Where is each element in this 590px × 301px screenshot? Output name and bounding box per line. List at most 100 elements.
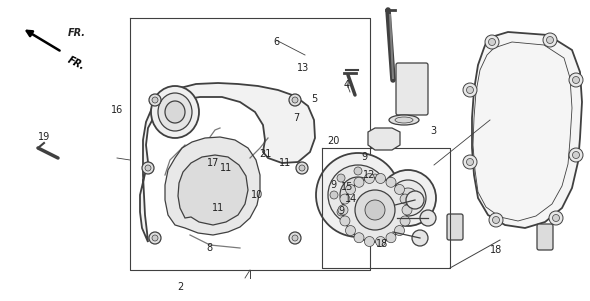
Text: 3: 3 xyxy=(431,126,437,136)
Circle shape xyxy=(299,165,305,171)
Circle shape xyxy=(386,233,396,243)
FancyBboxPatch shape xyxy=(537,224,553,250)
Text: 4: 4 xyxy=(344,80,350,90)
Circle shape xyxy=(390,180,426,216)
Polygon shape xyxy=(165,137,260,235)
Polygon shape xyxy=(140,83,315,242)
Text: 5: 5 xyxy=(311,94,317,104)
Text: 10: 10 xyxy=(251,190,263,200)
FancyBboxPatch shape xyxy=(447,214,463,240)
Text: 15: 15 xyxy=(341,182,353,192)
Ellipse shape xyxy=(151,86,199,138)
Circle shape xyxy=(328,165,388,225)
Circle shape xyxy=(296,162,308,174)
Circle shape xyxy=(292,97,298,103)
Text: 18: 18 xyxy=(376,239,388,250)
Text: 18: 18 xyxy=(490,245,502,256)
Circle shape xyxy=(316,153,400,237)
Circle shape xyxy=(406,191,424,209)
Circle shape xyxy=(467,159,474,166)
Circle shape xyxy=(355,190,395,230)
Circle shape xyxy=(330,191,338,199)
Circle shape xyxy=(395,185,405,194)
Text: 14: 14 xyxy=(345,194,357,204)
Text: 6: 6 xyxy=(273,36,279,47)
Text: FR.: FR. xyxy=(68,28,86,38)
Text: FR.: FR. xyxy=(66,55,87,72)
Circle shape xyxy=(489,213,503,227)
Circle shape xyxy=(340,177,376,213)
Text: 19: 19 xyxy=(38,132,50,142)
Text: 11: 11 xyxy=(279,157,291,168)
Circle shape xyxy=(569,148,583,162)
Circle shape xyxy=(485,35,499,49)
Text: 20: 20 xyxy=(327,136,339,147)
Circle shape xyxy=(380,170,436,226)
Circle shape xyxy=(543,33,557,47)
Circle shape xyxy=(338,205,348,215)
Circle shape xyxy=(346,185,356,194)
FancyBboxPatch shape xyxy=(396,63,428,115)
Circle shape xyxy=(354,167,362,175)
Circle shape xyxy=(398,188,418,208)
Ellipse shape xyxy=(165,101,185,123)
Circle shape xyxy=(149,232,161,244)
Text: 17: 17 xyxy=(208,158,219,168)
Circle shape xyxy=(354,233,364,243)
Circle shape xyxy=(289,232,301,244)
Text: 9: 9 xyxy=(338,206,344,216)
Circle shape xyxy=(552,215,559,222)
Circle shape xyxy=(365,173,375,184)
Circle shape xyxy=(489,39,496,45)
Circle shape xyxy=(289,94,301,106)
Circle shape xyxy=(572,151,579,159)
Text: 8: 8 xyxy=(206,243,212,253)
Text: 9: 9 xyxy=(330,180,336,190)
Circle shape xyxy=(142,162,154,174)
Circle shape xyxy=(145,165,151,171)
Circle shape xyxy=(493,216,500,224)
Circle shape xyxy=(376,237,385,247)
Circle shape xyxy=(572,76,579,83)
Circle shape xyxy=(395,225,405,236)
Circle shape xyxy=(346,225,356,236)
Circle shape xyxy=(376,173,385,184)
Circle shape xyxy=(343,178,407,242)
Text: 9: 9 xyxy=(362,151,368,162)
Circle shape xyxy=(149,94,161,106)
Circle shape xyxy=(292,235,298,241)
Polygon shape xyxy=(368,128,400,150)
Text: 12: 12 xyxy=(363,169,375,180)
Circle shape xyxy=(546,36,553,44)
Circle shape xyxy=(569,73,583,87)
Text: 21: 21 xyxy=(260,148,271,159)
Circle shape xyxy=(386,177,396,187)
Text: 7: 7 xyxy=(294,113,300,123)
Circle shape xyxy=(371,208,379,216)
Text: 16: 16 xyxy=(111,105,123,115)
Circle shape xyxy=(350,187,366,203)
Circle shape xyxy=(340,216,350,226)
Circle shape xyxy=(400,216,410,226)
Text: 13: 13 xyxy=(297,63,309,73)
Text: 2: 2 xyxy=(177,282,183,293)
Circle shape xyxy=(371,174,379,182)
Circle shape xyxy=(365,237,375,247)
Circle shape xyxy=(378,191,386,199)
Text: 11: 11 xyxy=(220,163,232,173)
Polygon shape xyxy=(178,155,248,225)
Circle shape xyxy=(412,230,428,246)
Circle shape xyxy=(354,215,362,223)
Circle shape xyxy=(340,194,350,204)
Ellipse shape xyxy=(158,93,192,131)
Circle shape xyxy=(549,211,563,225)
Circle shape xyxy=(402,205,412,215)
Circle shape xyxy=(467,86,474,94)
Text: 11: 11 xyxy=(212,203,224,213)
Ellipse shape xyxy=(389,115,419,125)
Circle shape xyxy=(463,155,477,169)
Circle shape xyxy=(365,200,385,220)
Circle shape xyxy=(152,235,158,241)
Polygon shape xyxy=(472,32,582,228)
Circle shape xyxy=(152,97,158,103)
